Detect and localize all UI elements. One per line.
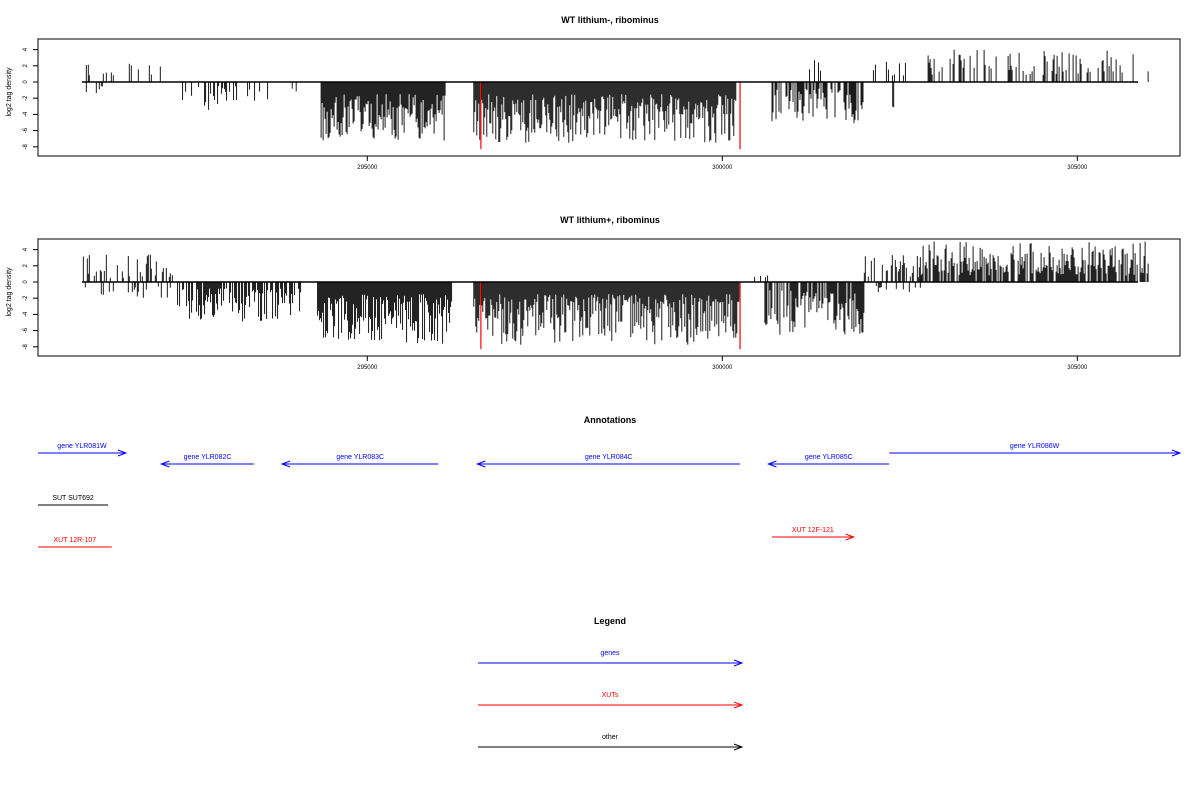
x-tick-label: 300000 (712, 165, 733, 171)
feature-label: gene YLR081W (57, 443, 107, 450)
legend-label: genes (600, 650, 620, 657)
x-tick-label: 300000 (712, 365, 733, 371)
feature-label: SUT SUT692 (52, 495, 94, 502)
legend-entry: genes (478, 650, 744, 667)
feature-label: XUT 12R-107 (54, 537, 97, 544)
feature-label: gene YLR085C (805, 454, 853, 461)
y-tick-label: 0 (23, 280, 29, 284)
feature-gene: gene YLR081W (38, 443, 128, 457)
y-tick-label: -4 (23, 311, 29, 317)
legend-entry: XUTs (478, 692, 744, 709)
x-tick-label: 305000 (1067, 165, 1088, 171)
feature-gene: gene YLR086W (889, 443, 1182, 457)
legend-entries: genes XUTs other (478, 650, 744, 751)
panel-1-markers (480, 82, 741, 150)
feature-xut: XUT 12F-121 (772, 527, 856, 541)
legend-label: XUTs (602, 692, 619, 699)
feature-gene: gene YLR085C (767, 454, 890, 468)
y-tick-label: 0 (23, 80, 29, 84)
x-tick-label: 295000 (357, 365, 378, 371)
panel-2-bars (82, 241, 1149, 345)
y-tick-label: -2 (23, 295, 29, 301)
panel-1-ylabel: log2 tag density (6, 67, 13, 117)
feature-gene: gene YLR082C (159, 454, 254, 468)
feature-other: SUT SUT692 (38, 495, 109, 506)
arrow-head (733, 743, 744, 751)
y-tick-label: 2 (23, 63, 29, 67)
panel-1-x-axis: 295000 300000 305000 (357, 156, 1088, 171)
feature-label: gene YLR082C (184, 454, 232, 461)
feature-label: gene YLR086W (1010, 443, 1060, 450)
arrow-head (475, 460, 486, 468)
feature-label: XUT 12F-121 (792, 527, 834, 534)
legend: Legend genes XUTs other (478, 616, 744, 751)
arrow-head (159, 460, 170, 468)
y-tick-label: -6 (23, 327, 29, 333)
arrow-head (733, 659, 744, 667)
panel-1-title: WT lithium-, ribominus (561, 15, 659, 25)
panel-2-ylabel: log2 tag density (6, 267, 13, 317)
feature-gene: gene YLR084C (475, 454, 741, 468)
legend-title: Legend (594, 616, 626, 626)
panel-2-x-axis: 295000 300000 305000 (357, 356, 1088, 371)
panel-2-frame (37, 238, 1181, 357)
arrow-head (767, 460, 777, 468)
feature-gene: gene YLR083C (280, 454, 439, 468)
panel-2-y-axis: 4 2 0 -2 -4 -6 -8 (23, 247, 39, 349)
y-tick-label: 2 (23, 263, 29, 267)
panel-2-markers (480, 282, 741, 350)
y-tick-label: 4 (23, 47, 29, 51)
x-tick-label: 295000 (357, 165, 378, 171)
x-tick-label: 305000 (1067, 365, 1088, 371)
annotations-title: Annotations (584, 415, 637, 425)
arrow-head (1171, 449, 1182, 457)
density-panel-lithium-plus: WT lithium+, ribominus log2 tag density … (6, 215, 1181, 371)
y-tick-label: 4 (23, 247, 29, 251)
feature-label: gene YLR084C (585, 454, 633, 461)
y-tick-label: -2 (23, 95, 29, 101)
legend-entry: other (478, 734, 744, 751)
y-tick-label: -6 (23, 127, 29, 133)
arrow-head (845, 533, 856, 541)
density-panel-lithium-minus: WT lithium-, ribominus log2 tag density … (6, 15, 1181, 171)
y-tick-label: -8 (23, 143, 29, 149)
annotation-features: gene YLR081W gene YLR082C gene YLR083C gene… (38, 443, 1182, 548)
y-tick-label: -4 (23, 111, 29, 117)
feature-xut: XUT 12R-107 (38, 537, 112, 548)
panel-1-bars (85, 49, 1149, 143)
arrow-head (280, 460, 291, 468)
panel-2-title: WT lithium+, ribominus (560, 215, 660, 225)
panel-1-y-axis: 4 2 0 -2 -4 -6 -8 (23, 47, 39, 149)
y-tick-label: -8 (23, 343, 29, 349)
legend-label: other (602, 734, 619, 741)
arrow-head (733, 701, 744, 709)
arrow-head (117, 449, 128, 457)
feature-label: gene YLR083C (336, 454, 384, 461)
